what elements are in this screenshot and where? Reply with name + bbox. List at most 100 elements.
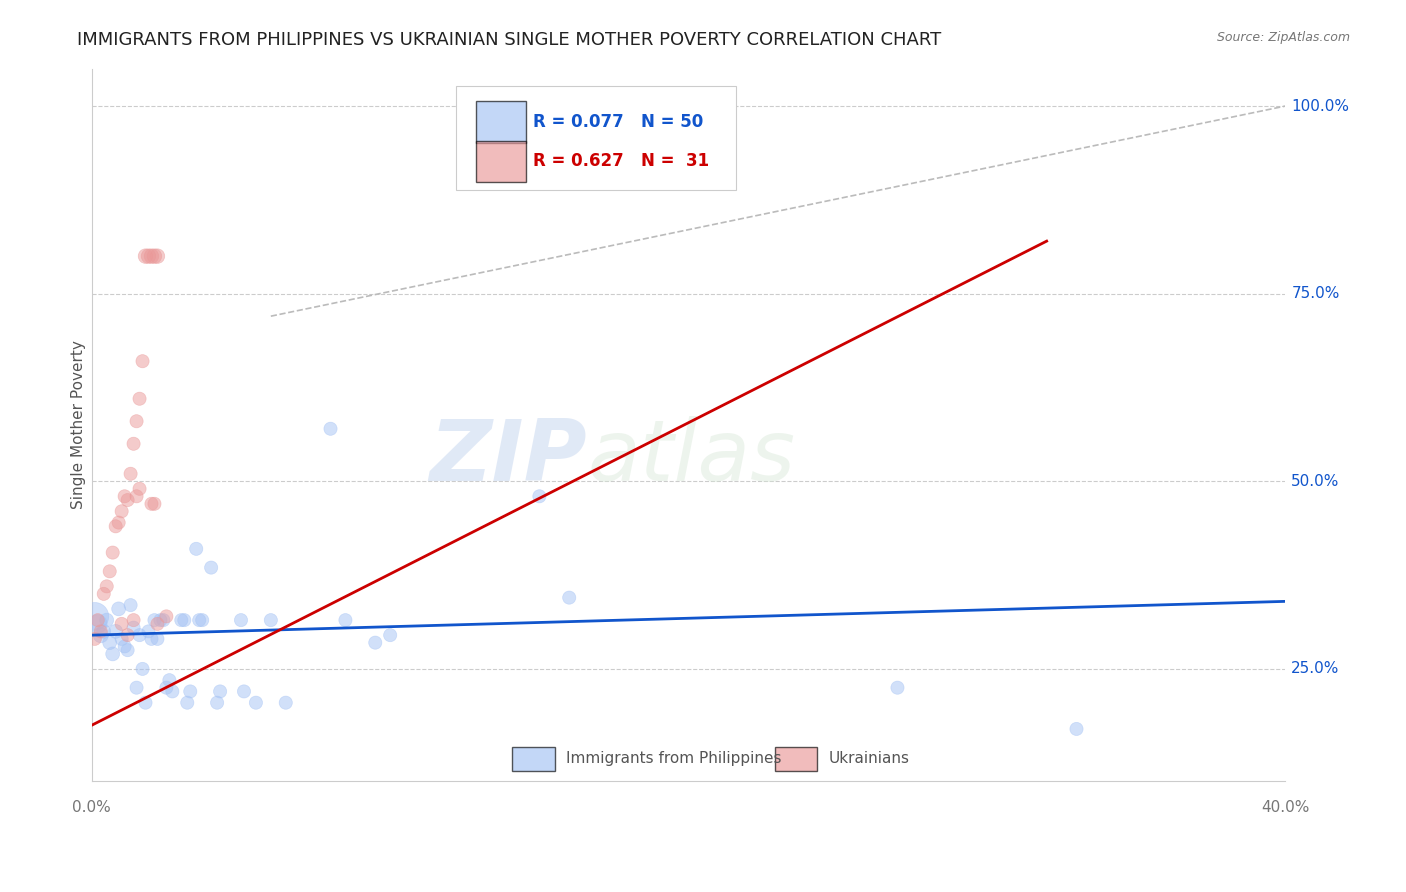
- Point: [128, 628, 150, 642]
- Point: [90, 628, 112, 642]
- Point: [111, 504, 134, 518]
- Text: 75.0%: 75.0%: [1291, 286, 1340, 301]
- Point: [125, 681, 148, 695]
- Point: [107, 602, 129, 616]
- Point: [274, 696, 297, 710]
- Point: [111, 616, 134, 631]
- FancyBboxPatch shape: [512, 747, 555, 771]
- Text: R = 0.627   N =  31: R = 0.627 N = 31: [533, 153, 710, 170]
- Point: [138, 624, 160, 639]
- Point: [122, 613, 145, 627]
- Point: [120, 467, 142, 481]
- Point: [107, 516, 129, 530]
- Point: [122, 436, 145, 450]
- Point: [229, 613, 252, 627]
- Point: [117, 643, 139, 657]
- Point: [101, 545, 124, 559]
- Point: [173, 613, 195, 627]
- Point: [104, 519, 127, 533]
- Point: [114, 489, 136, 503]
- Point: [98, 635, 121, 649]
- Point: [179, 684, 201, 698]
- Point: [117, 628, 139, 642]
- Point: [111, 632, 134, 646]
- Text: Source: ZipAtlas.com: Source: ZipAtlas.com: [1216, 31, 1350, 45]
- Point: [143, 613, 166, 627]
- Point: [152, 613, 174, 627]
- Point: [128, 392, 150, 406]
- Point: [93, 624, 115, 639]
- Point: [149, 613, 172, 627]
- Point: [143, 497, 166, 511]
- Point: [87, 616, 110, 631]
- Point: [146, 249, 169, 263]
- Point: [1066, 722, 1088, 736]
- Text: 25.0%: 25.0%: [1291, 661, 1340, 676]
- Point: [83, 609, 105, 624]
- Text: ZIP: ZIP: [429, 416, 588, 499]
- Point: [96, 579, 118, 593]
- Point: [134, 696, 156, 710]
- Point: [155, 609, 177, 624]
- Point: [176, 696, 198, 710]
- Point: [209, 684, 232, 698]
- Text: 50.0%: 50.0%: [1291, 474, 1340, 489]
- Point: [122, 621, 145, 635]
- Point: [529, 489, 551, 503]
- Point: [83, 632, 105, 646]
- Point: [200, 560, 222, 574]
- FancyBboxPatch shape: [477, 141, 526, 182]
- Point: [93, 587, 115, 601]
- Text: Ukrainians: Ukrainians: [828, 751, 910, 766]
- Point: [114, 640, 136, 654]
- Point: [141, 249, 163, 263]
- Point: [125, 489, 148, 503]
- Point: [157, 673, 180, 688]
- Point: [128, 482, 150, 496]
- Point: [120, 598, 142, 612]
- Point: [191, 613, 214, 627]
- Point: [886, 681, 908, 695]
- Point: [558, 591, 581, 605]
- Point: [134, 249, 156, 263]
- Point: [205, 696, 228, 710]
- Y-axis label: Single Mother Poverty: Single Mother Poverty: [72, 341, 86, 509]
- Point: [319, 422, 342, 436]
- Point: [87, 613, 110, 627]
- Point: [245, 696, 267, 710]
- Point: [146, 632, 169, 646]
- Point: [131, 662, 153, 676]
- Point: [125, 414, 148, 428]
- Text: IMMIGRANTS FROM PHILIPPINES VS UKRAINIAN SINGLE MOTHER POVERTY CORRELATION CHART: IMMIGRANTS FROM PHILIPPINES VS UKRAINIAN…: [77, 31, 942, 49]
- Point: [335, 613, 357, 627]
- Text: 40.0%: 40.0%: [1261, 800, 1309, 815]
- Point: [260, 613, 283, 627]
- Point: [143, 249, 166, 263]
- FancyBboxPatch shape: [456, 87, 737, 190]
- Point: [141, 497, 163, 511]
- Point: [170, 613, 193, 627]
- Text: atlas: atlas: [588, 416, 796, 499]
- Text: R = 0.077   N = 50: R = 0.077 N = 50: [533, 113, 703, 131]
- Text: 0.0%: 0.0%: [73, 800, 111, 815]
- Point: [101, 647, 124, 661]
- Point: [155, 681, 177, 695]
- Point: [233, 684, 256, 698]
- Point: [96, 613, 118, 627]
- Point: [104, 624, 127, 639]
- Point: [117, 493, 139, 508]
- Text: Immigrants from Philippines: Immigrants from Philippines: [565, 751, 782, 766]
- FancyBboxPatch shape: [477, 102, 526, 143]
- Point: [138, 249, 160, 263]
- Point: [131, 354, 153, 368]
- Point: [146, 616, 169, 631]
- Point: [98, 565, 121, 579]
- Text: 100.0%: 100.0%: [1291, 98, 1350, 113]
- Point: [364, 635, 387, 649]
- Point: [90, 624, 112, 639]
- Point: [141, 632, 163, 646]
- Point: [186, 541, 208, 556]
- Point: [162, 684, 184, 698]
- Point: [188, 613, 211, 627]
- FancyBboxPatch shape: [775, 747, 817, 771]
